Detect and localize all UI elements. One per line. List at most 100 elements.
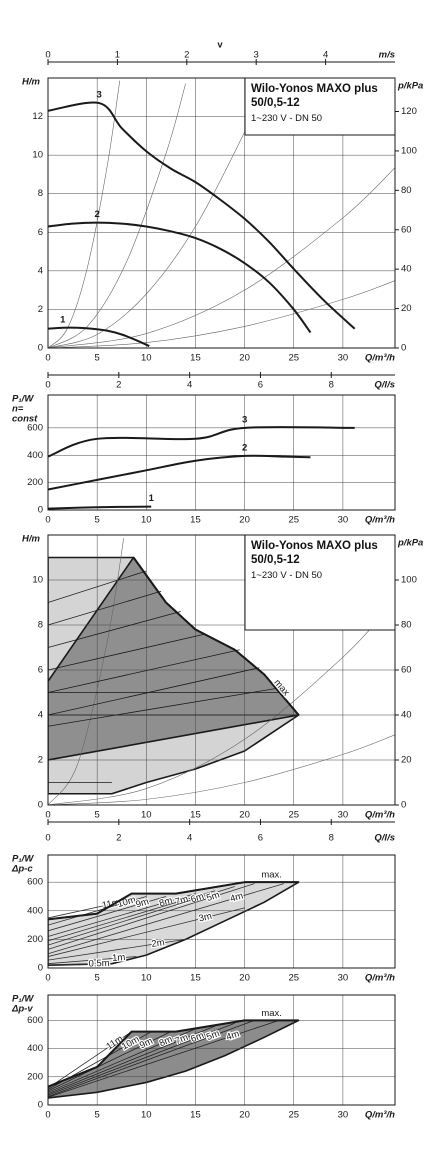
x-tick-label: 5 — [95, 353, 100, 364]
curve-label: 3m — [198, 911, 214, 925]
y-tick-label: 2 — [38, 304, 43, 315]
x-tick-label: 10 — [141, 810, 152, 821]
y-axis-label: H/m — [22, 534, 41, 545]
x2-tick-label: 2 — [116, 833, 121, 844]
title-box — [244, 77, 396, 136]
y-tick-label: 200 — [27, 1071, 43, 1082]
y-tick-label: 0 — [38, 505, 43, 516]
x-tick-label: 0 — [45, 515, 50, 526]
system-curve — [48, 538, 124, 805]
curve — [47, 1022, 235, 1096]
curve — [47, 505, 152, 510]
curve-label: 3 — [96, 90, 101, 101]
curve — [47, 963, 112, 966]
x-axis-label: Q/m³/h — [365, 515, 395, 526]
x-tick-label: 20 — [239, 515, 250, 526]
region — [48, 881, 300, 966]
x-tick-label: 30 — [338, 353, 349, 364]
x-tick-label: 0 — [45, 973, 50, 984]
curve-label: 2 — [242, 442, 247, 453]
x2-symbol: v — [217, 40, 223, 51]
curve-label: 4m — [229, 890, 245, 904]
x2-tick-label: 0 — [45, 380, 50, 391]
curve — [47, 896, 167, 932]
chart-subtitle: 1~230 V - DN 50 — [251, 113, 323, 124]
x-tick-label: 15 — [190, 515, 201, 526]
y-tick-label: 0 — [38, 800, 43, 811]
curve — [47, 886, 235, 946]
x2-tick-label: 4 — [187, 380, 192, 391]
x-axis-label: Q/m³/h — [365, 353, 395, 364]
curve — [47, 1031, 172, 1092]
y-tick-label: 8 — [38, 620, 43, 631]
x-tick-label: 0 — [45, 1110, 50, 1121]
system-curve — [48, 83, 186, 348]
system-curve — [48, 167, 395, 348]
x-tick-label: 0 — [45, 353, 50, 364]
curve — [47, 1025, 216, 1095]
x-tick-label: 30 — [338, 973, 349, 984]
x-tick-label: 20 — [239, 810, 250, 821]
curve-label: 1m — [112, 952, 126, 964]
y-tick-label: 10 — [32, 575, 43, 586]
x2-tick-label: 1 — [115, 50, 120, 61]
y2-tick-label: 120 — [401, 106, 417, 117]
chart-title: Wilo-Yonos MAXO plus 50/0,5-12 — [251, 540, 378, 566]
curve — [47, 883, 255, 950]
curve — [47, 1031, 132, 1089]
x-tick-label: 25 — [288, 353, 299, 364]
curve — [47, 893, 196, 937]
x2-tick-label: 2 — [184, 50, 189, 61]
y-axis-label: P₁/W — [12, 394, 34, 405]
y-tick-label: 0 — [38, 963, 43, 974]
plot-frame — [47, 994, 396, 1106]
title-box — [244, 534, 396, 631]
y-axis-label: P₁/W — [12, 994, 34, 1005]
control-line — [48, 649, 240, 693]
system-curve — [48, 280, 395, 348]
x2-tick-label: 3 — [254, 50, 259, 61]
x2-tick-label: 0 — [45, 50, 50, 61]
x-axis-label: Q/m³/h — [365, 810, 395, 821]
x-tick-label: 25 — [288, 515, 299, 526]
curve-label: 1 — [60, 314, 66, 325]
y2-tick-label: 80 — [401, 185, 412, 196]
y2-tick-label: 0 — [401, 343, 406, 354]
y-tick-label: 600 — [27, 877, 43, 888]
y-axis-label: Δp-c — [11, 864, 33, 875]
plot — [48, 395, 395, 510]
curve — [47, 1020, 255, 1097]
x-tick-label: 5 — [95, 810, 100, 821]
y2-tick-label: 80 — [401, 620, 412, 631]
y-tick-label: 4 — [38, 710, 43, 721]
plot — [48, 995, 395, 1105]
x2-tick-label: 8 — [329, 380, 334, 391]
x2-axis-label: Q/l/s — [374, 380, 395, 391]
y2-tick-label: 20 — [401, 755, 412, 766]
y-tick-label: 8 — [38, 188, 43, 199]
curve-label: 2m — [151, 937, 166, 950]
curve — [47, 1020, 280, 1098]
chart-title: Wilo-Yonos MAXO plus 50/0,5-12 — [251, 83, 378, 109]
y-tick-label: 400 — [27, 1043, 43, 1054]
y-tick-label: 12 — [32, 111, 43, 122]
x-tick-label: 10 — [141, 1110, 152, 1121]
chart-subtitle: 1~230 V - DN 50 — [251, 570, 323, 581]
y-tick-label: 400 — [27, 450, 43, 461]
x2-axis-label: Q/l/s — [374, 833, 395, 844]
x-tick-label: 20 — [239, 1110, 250, 1121]
control-line — [48, 687, 280, 727]
y2-tick-label: 100 — [401, 575, 417, 586]
y2-tick-label: 60 — [401, 224, 412, 235]
curve-label: 2 — [95, 209, 100, 220]
curve — [47, 101, 356, 330]
curve — [47, 454, 311, 491]
x2-tick-label: 4 — [187, 833, 192, 844]
system-curve — [48, 86, 265, 348]
y-tick-label: 2 — [38, 755, 43, 766]
curve — [47, 883, 285, 955]
system-curve — [48, 734, 395, 805]
x2-tick-label: 6 — [258, 380, 263, 391]
